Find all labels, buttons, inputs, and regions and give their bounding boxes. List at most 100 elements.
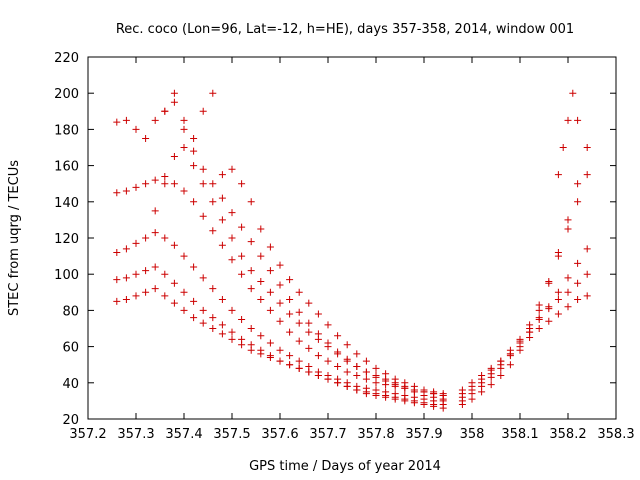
data-point <box>564 303 572 311</box>
chart-title: Rec. coco (Lon=96, Lat=-12, h=HE), days … <box>116 22 574 37</box>
data-point <box>382 377 390 385</box>
data-point <box>209 314 217 322</box>
data-point <box>305 344 313 352</box>
data-point <box>334 332 342 340</box>
data-point <box>478 372 486 380</box>
data-point <box>247 285 255 293</box>
data-point <box>324 321 332 329</box>
data-point <box>122 245 130 253</box>
data-point <box>228 335 236 343</box>
data-point <box>276 317 284 325</box>
data-point <box>180 288 188 296</box>
data-point <box>295 337 303 345</box>
x-tick-label: 358.3 <box>597 427 634 442</box>
data-point <box>362 368 370 376</box>
data-point <box>324 357 332 365</box>
data-point <box>554 296 562 304</box>
data-point <box>564 288 572 296</box>
data-point <box>190 198 198 206</box>
data-point <box>142 234 150 242</box>
data-point <box>497 372 505 380</box>
data-point <box>209 285 217 293</box>
data-point <box>343 382 351 390</box>
y-tick-label: 20 <box>62 413 79 428</box>
data-point <box>266 243 274 251</box>
data-point <box>122 116 130 124</box>
x-tick-label: 357.6 <box>261 427 298 442</box>
data-point <box>161 107 169 115</box>
data-point <box>180 306 188 314</box>
data-point <box>506 350 514 358</box>
data-point <box>574 198 582 206</box>
data-point <box>113 297 121 305</box>
data-point <box>209 227 217 235</box>
data-point <box>266 267 274 275</box>
data-point <box>199 180 207 188</box>
data-point <box>228 209 236 217</box>
data-point <box>190 162 198 170</box>
data-point <box>583 292 591 300</box>
x-tick-label: 358 <box>460 427 485 442</box>
data-point <box>410 382 418 390</box>
data-point <box>199 306 207 314</box>
x-tick-label: 358.2 <box>549 427 586 442</box>
data-point <box>170 98 178 106</box>
data-point <box>564 116 572 124</box>
y-tick-label: 200 <box>54 87 79 102</box>
data-point <box>353 386 361 394</box>
data-point <box>218 216 226 224</box>
data-point <box>295 357 303 365</box>
data-point <box>142 288 150 296</box>
data-point <box>554 288 562 296</box>
data-point <box>161 172 169 180</box>
data-point <box>113 276 121 284</box>
data-point <box>247 325 255 332</box>
data-point <box>334 350 342 358</box>
x-axis-title: GPS time / Days of year 2014 <box>249 459 441 474</box>
data-point <box>190 263 198 271</box>
y-tick-label: 120 <box>54 232 79 247</box>
data-point <box>574 116 582 124</box>
data-point <box>238 315 246 323</box>
data-point <box>362 375 370 383</box>
data-point <box>372 364 380 372</box>
x-tick-label: 358.1 <box>501 427 538 442</box>
data-point <box>247 238 255 246</box>
data-point <box>266 288 274 296</box>
data-point <box>199 319 207 327</box>
data-point <box>276 299 284 307</box>
data-point <box>391 375 399 383</box>
data-point <box>180 116 188 124</box>
data-point <box>180 187 188 195</box>
data-point <box>132 125 140 133</box>
data-point <box>574 296 582 304</box>
data-point <box>266 339 274 347</box>
data-point <box>343 357 351 365</box>
data-point <box>170 153 178 161</box>
data-point <box>343 368 351 376</box>
data-points <box>113 89 591 412</box>
data-point <box>190 147 198 155</box>
data-point <box>122 187 130 195</box>
data-point <box>286 352 294 360</box>
data-point <box>439 391 447 399</box>
data-point <box>238 180 246 188</box>
data-point <box>420 386 428 394</box>
data-point <box>314 352 322 360</box>
data-point <box>122 296 130 304</box>
x-tick-label: 357.2 <box>69 427 106 442</box>
data-point <box>190 134 198 142</box>
data-point <box>151 176 159 184</box>
data-point <box>161 270 169 278</box>
data-point <box>535 314 543 322</box>
data-point <box>151 229 159 237</box>
data-point <box>257 252 265 260</box>
data-point <box>132 292 140 300</box>
data-point <box>132 239 140 247</box>
data-point <box>286 310 294 318</box>
data-point <box>554 252 562 260</box>
data-point <box>218 194 226 202</box>
data-point <box>372 391 380 399</box>
data-point <box>295 364 303 372</box>
data-point <box>420 401 428 409</box>
